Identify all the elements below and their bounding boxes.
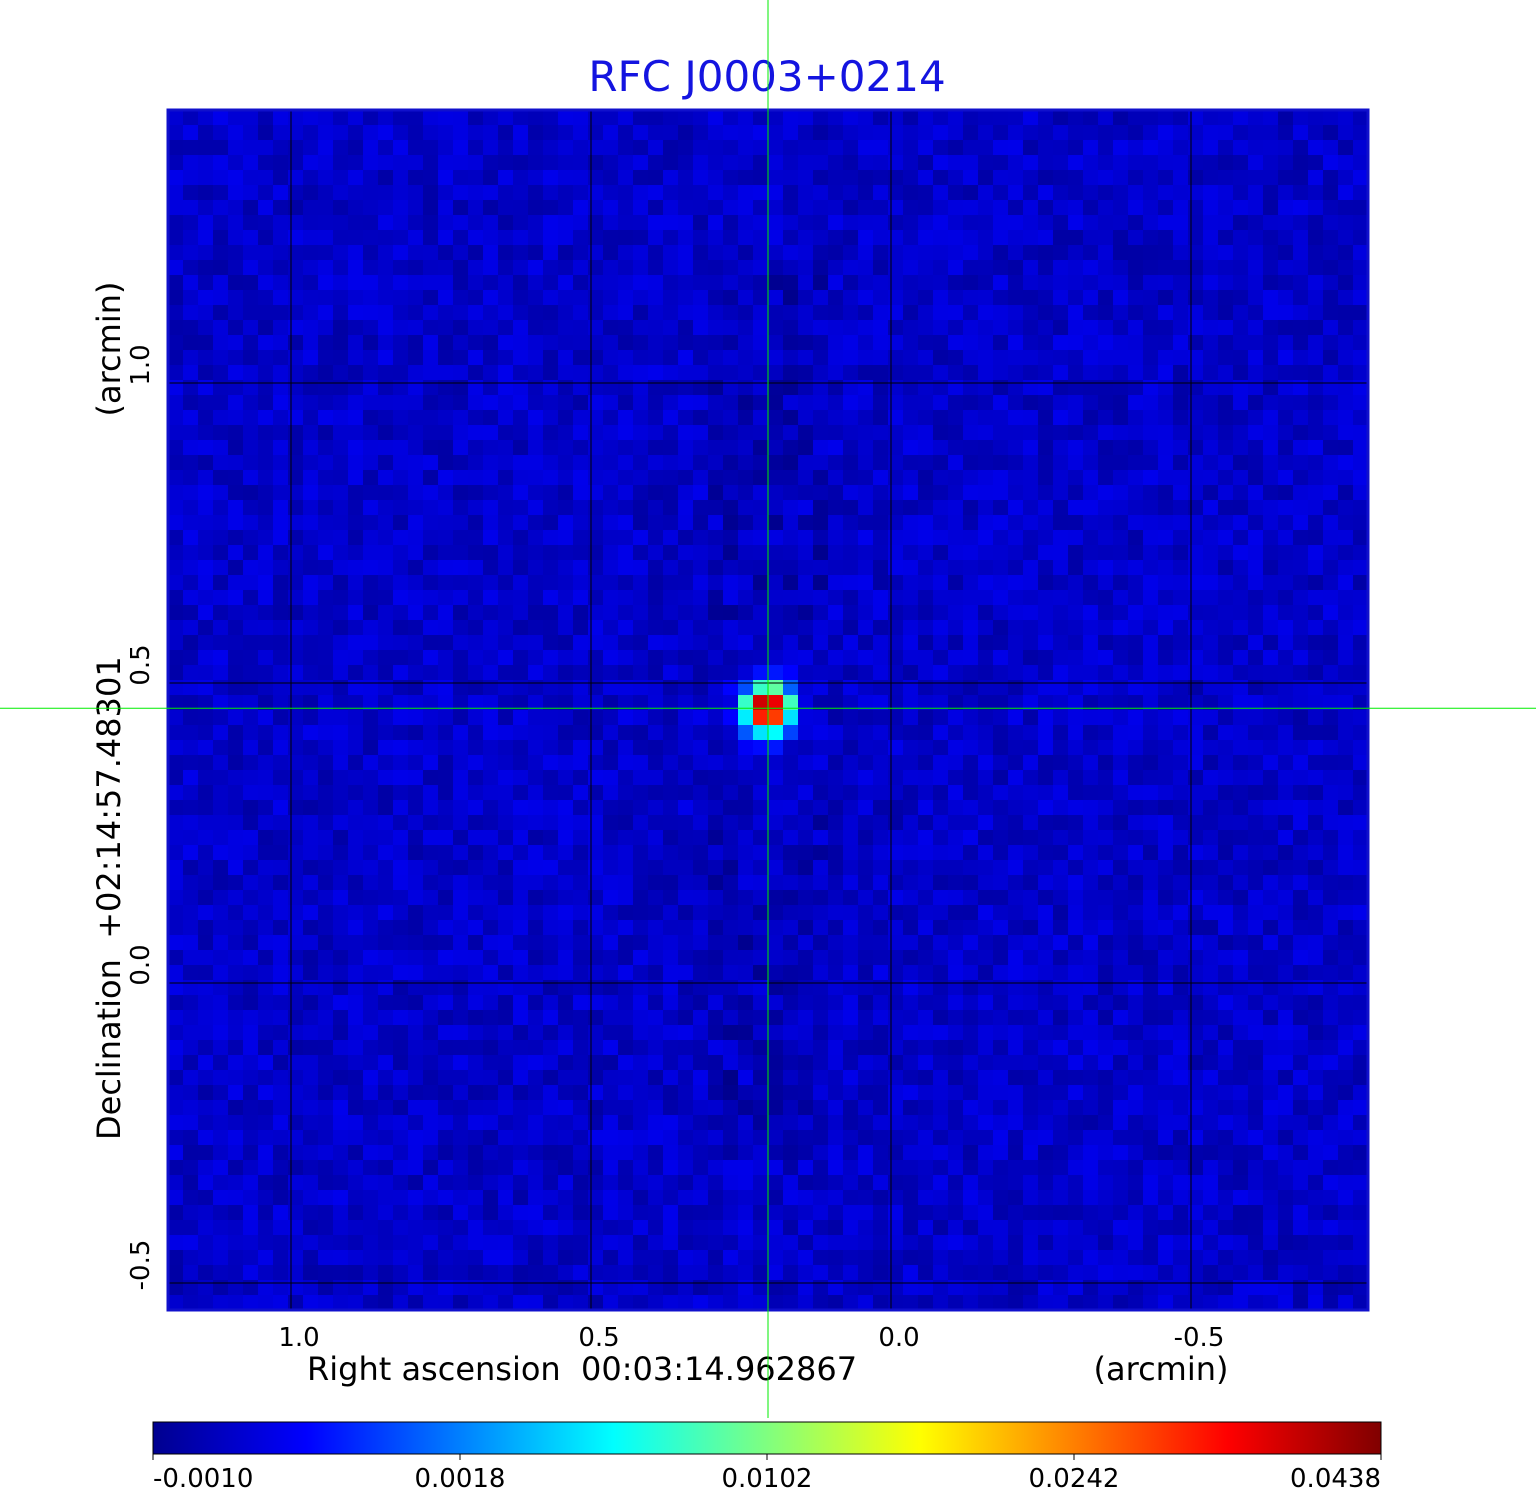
x-axis-label: Right ascension 00:03:14.962867 — [307, 1350, 857, 1388]
grid-lines — [168, 110, 1368, 1310]
heatmap-image — [168, 110, 1369, 1311]
colorbar-tick-label: 0.0438 — [1290, 1464, 1381, 1494]
x-tick-label: 0.5 — [578, 1323, 619, 1353]
x-tick-label: 1.0 — [278, 1323, 319, 1353]
y-axis-label: Declination +02:14:57.48301 — [90, 656, 128, 1140]
x-tick-label: -0.5 — [1174, 1323, 1225, 1353]
chart-title: RFC J0003+0214 — [588, 52, 945, 101]
y-tick-labels: 1.0 0.5 0.0 -0.5 — [126, 344, 156, 1290]
colorbar-tick-label: 0.0102 — [722, 1464, 813, 1494]
y-tick-label: 0.5 — [126, 644, 156, 685]
x-axis-unit: (arcmin) — [1094, 1350, 1229, 1388]
crosshair — [0, 0, 1536, 1418]
x-tick-labels: 1.0 0.5 0.0 -0.5 — [278, 1323, 1224, 1353]
colorbar-tick-label: 0.0242 — [1029, 1464, 1120, 1494]
y-axis-unit: (arcmin) — [90, 282, 128, 417]
colorbar-tick-label: -0.0010 — [153, 1464, 253, 1494]
y-tick-label: 1.0 — [126, 344, 156, 385]
colorbar-tick-label: 0.0018 — [415, 1464, 506, 1494]
colorbar — [152, 1421, 1382, 1455]
colorbar-tick-labels: -0.0010 0.0018 0.0102 0.0242 0.0438 — [152, 1454, 1382, 1494]
x-tick-label: 0.0 — [878, 1323, 919, 1353]
y-tick-label: 0.0 — [126, 944, 156, 985]
y-tick-label: -0.5 — [126, 1240, 156, 1291]
